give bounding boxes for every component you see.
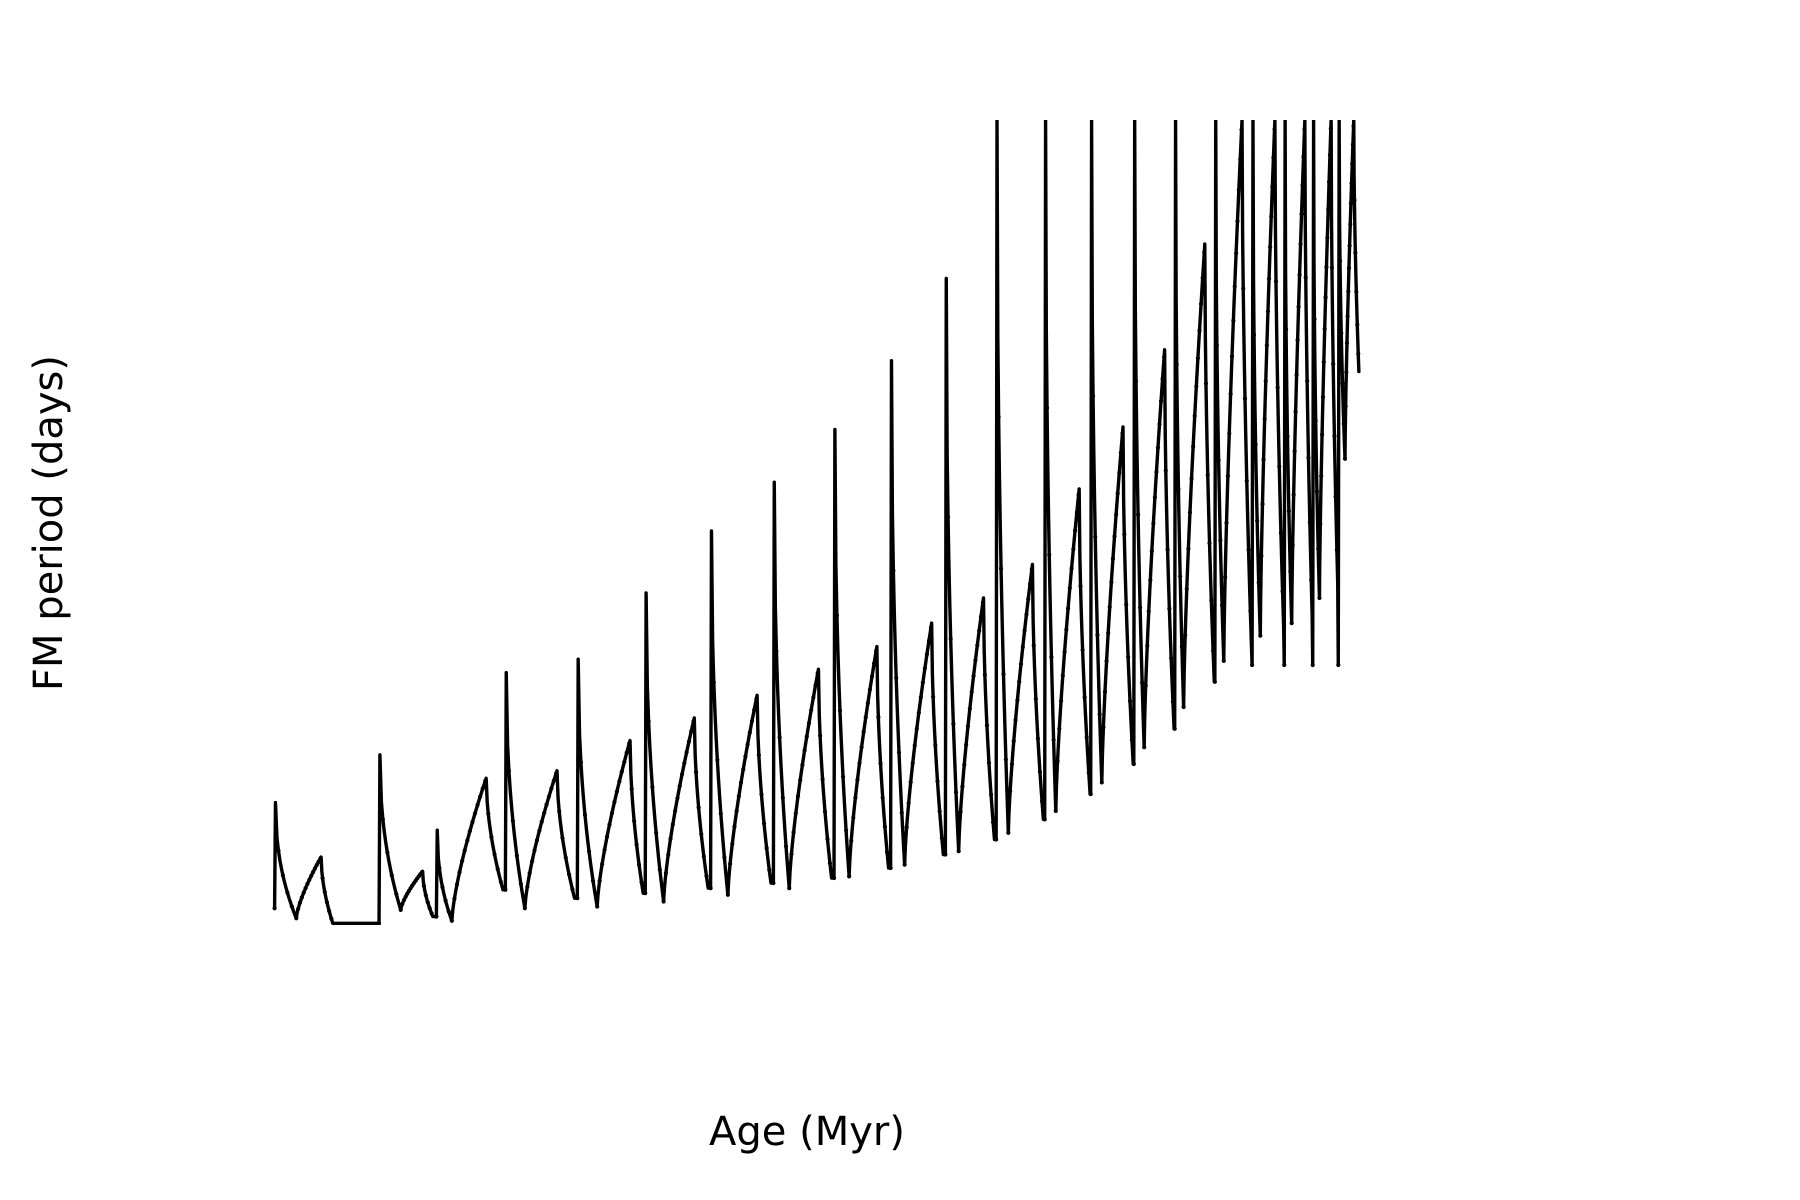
y-axis-title: FM period (days) bbox=[26, 355, 72, 691]
data-curve-layer bbox=[272, 120, 1361, 925]
x-axis-title: Age (Myr) bbox=[709, 1109, 905, 1155]
